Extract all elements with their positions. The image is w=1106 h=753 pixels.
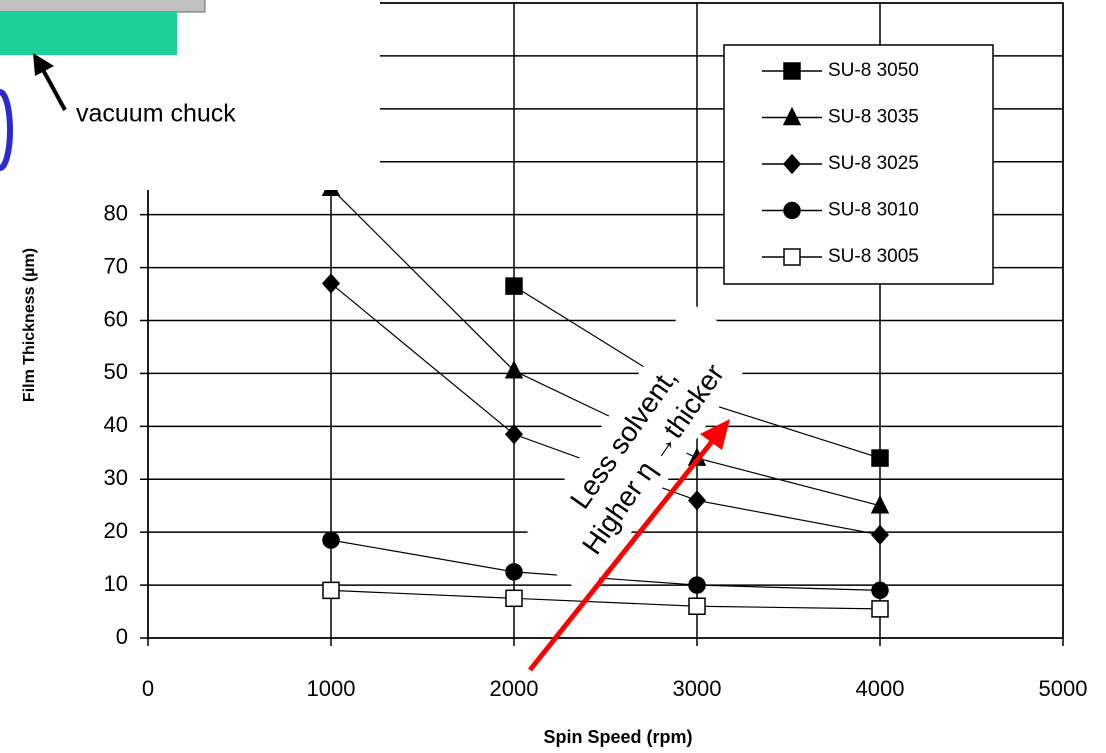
- inset-arrowhead: [33, 53, 54, 76]
- inset-plate: [0, 0, 206, 13]
- legend-marker: [783, 62, 801, 80]
- plot-frame: [147, 2, 1064, 639]
- legend-label: SU-8 3025: [828, 153, 919, 174]
- legend-marker: [782, 106, 802, 126]
- marker: [505, 563, 523, 581]
- y-tick-label: 10: [104, 571, 128, 596]
- y-tick-label: 70: [104, 253, 128, 278]
- legend-marker: [782, 153, 802, 175]
- inset-label: vacuum chuck: [76, 100, 236, 128]
- legend-label: SU-8 3050: [828, 60, 919, 81]
- marker: [871, 449, 889, 467]
- y-tick-label: 30: [104, 465, 128, 490]
- series-line: [330, 589, 881, 610]
- legend-marker: [783, 248, 801, 266]
- x-tick-label: 2000: [490, 676, 539, 701]
- y-tick-label: 0: [116, 624, 128, 649]
- series-line: [330, 187, 881, 507]
- y-axis-label: Film Thickness (µm): [21, 248, 38, 402]
- marker: [688, 576, 706, 594]
- marker: [871, 581, 889, 600]
- x-tick-label: 1000: [307, 676, 356, 701]
- marker: [505, 589, 523, 608]
- marker: [687, 490, 707, 511]
- x-tick-label: 5000: [1039, 676, 1088, 701]
- marker: [505, 277, 523, 295]
- annotation-arrowhead: [700, 419, 730, 450]
- y-tick-label: 60: [104, 306, 128, 331]
- marker: [688, 597, 706, 615]
- inset-arrow: [40, 67, 67, 111]
- marker: [504, 424, 524, 445]
- marker: [871, 600, 889, 618]
- x-tick-label: 0: [142, 676, 154, 701]
- legend-marker: [783, 201, 801, 220]
- legend-label: SU-8 3010: [828, 200, 919, 221]
- y-tick-label: 20: [104, 518, 128, 543]
- annotation-bg: [517, 301, 759, 596]
- y-tick-label: 40: [104, 412, 128, 437]
- marker: [504, 360, 524, 379]
- legend-label: SU-8 3005: [828, 246, 919, 267]
- inset-chuck: [0, 12, 177, 55]
- marker: [870, 495, 890, 514]
- inset-rotation: [0, 89, 13, 171]
- marker: [322, 581, 340, 600]
- marker: [322, 531, 340, 549]
- x-axis-label: Spin Speed (rpm): [543, 727, 692, 747]
- x-tick-label: 4000: [856, 676, 905, 701]
- y-tick-label: 80: [104, 200, 128, 225]
- y-tick-label: 50: [104, 359, 128, 384]
- x-tick-label: 3000: [673, 676, 722, 701]
- marker: [870, 524, 890, 545]
- annotation-arrow: [528, 432, 720, 672]
- marker: [321, 273, 341, 294]
- legend-label: SU-8 3035: [828, 107, 919, 128]
